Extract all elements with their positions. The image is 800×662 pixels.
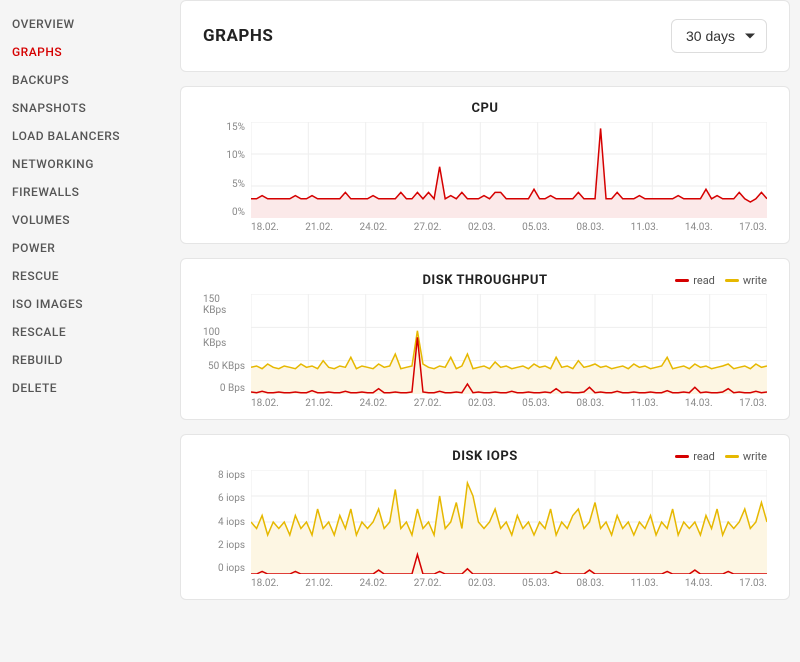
- y-tick-label: 100 KBps: [203, 327, 245, 349]
- x-tick-label: 08.03.: [576, 398, 604, 409]
- x-tick-label: 08.03.: [576, 222, 604, 233]
- legend-label: read: [693, 450, 715, 463]
- y-tick-label: 50 KBps: [208, 361, 245, 372]
- time-range-select-wrap: 30 days: [671, 19, 767, 53]
- y-tick-label: 4 iops: [218, 517, 245, 528]
- x-tick-label: 24.02.: [359, 398, 387, 409]
- sidebar-item-backups[interactable]: BACKUPS: [12, 66, 180, 94]
- sidebar-item-power[interactable]: POWER: [12, 234, 180, 262]
- x-axis: 18.02. 21.02. 24.02. 27.02. 02.03. 05.03. 08.0…: [203, 218, 767, 233]
- page-title: GRAPHS: [203, 26, 273, 46]
- chart-title: DISK IOPS: [452, 449, 517, 464]
- x-tick-label: 27.02.: [414, 398, 442, 409]
- x-tick-label: 17.03.: [739, 222, 767, 233]
- sidebar-item-rescale[interactable]: RESCALE: [12, 318, 180, 346]
- legend-label: write: [743, 274, 767, 287]
- x-tick-label: 18.02.: [251, 578, 279, 589]
- y-axis: 150 KBps 100 KBps 50 KBps 0 Bps: [203, 294, 251, 394]
- main-content: GRAPHS 30 days CPU 15% 10% 5% 0% 18.02. 21.02.…: [180, 0, 800, 662]
- chart-plot: [251, 470, 767, 574]
- y-axis: 15% 10% 5% 0%: [203, 122, 251, 218]
- sidebar-item-overview[interactable]: OVERVIEW: [12, 10, 180, 38]
- sidebar-item-rescue[interactable]: RESCUE: [12, 262, 180, 290]
- x-tick-label: 18.02.: [251, 222, 279, 233]
- x-tick-label: 21.02.: [305, 222, 333, 233]
- y-tick-label: 0%: [232, 207, 245, 218]
- x-tick-label: 21.02.: [305, 578, 333, 589]
- x-tick-label: 05.03.: [522, 398, 550, 409]
- y-tick-label: 2 iops: [218, 540, 245, 551]
- y-tick-label: 0 Bps: [220, 383, 245, 394]
- sidebar-item-rebuild[interactable]: REBUILD: [12, 346, 180, 374]
- x-tick-label: 05.03.: [522, 222, 550, 233]
- x-tick-label: 14.03.: [685, 398, 713, 409]
- y-tick-label: 0 iops: [218, 563, 245, 574]
- x-tick-label: 21.02.: [305, 398, 333, 409]
- sidebar-item-delete[interactable]: DELETE: [12, 374, 180, 402]
- x-tick-label: 17.03.: [739, 578, 767, 589]
- chart-title: DISK THROUGHPUT: [422, 273, 547, 288]
- sidebar-item-firewalls[interactable]: FIREWALLS: [12, 178, 180, 206]
- x-tick-label: 02.03.: [468, 578, 496, 589]
- x-tick-label: 11.03.: [631, 578, 659, 589]
- x-tick-label: 11.03.: [631, 222, 659, 233]
- x-tick-label: 02.03.: [468, 398, 496, 409]
- legend-label: write: [743, 450, 767, 463]
- sidebar-item-graphs[interactable]: GRAPHS: [12, 38, 180, 66]
- legend-item-read: read: [675, 274, 715, 287]
- y-tick-label: 6 iops: [218, 493, 245, 504]
- sidebar-item-snapshots[interactable]: SNAPSHOTS: [12, 94, 180, 122]
- x-axis: 18.02. 21.02. 24.02. 27.02. 02.03. 05.03. 08.0…: [203, 574, 767, 589]
- x-tick-label: 18.02.: [251, 398, 279, 409]
- y-tick-label: 15%: [226, 122, 245, 133]
- x-tick-label: 24.02.: [359, 222, 387, 233]
- x-tick-label: 27.02.: [414, 578, 442, 589]
- sidebar: OVERVIEWGRAPHSBACKUPSSNAPSHOTSLOAD BALAN…: [0, 0, 180, 662]
- header-card: GRAPHS 30 days: [180, 0, 790, 72]
- disk-throughput-chart-card: DISK THROUGHPUT read write 150 KBps 100 KBps…: [180, 258, 790, 420]
- x-tick-label: 17.03.: [739, 398, 767, 409]
- chart-plot: [251, 294, 767, 394]
- y-tick-label: 10%: [226, 150, 245, 161]
- x-tick-label: 27.02.: [414, 222, 442, 233]
- sidebar-item-load-balancers[interactable]: LOAD BALANCERS: [12, 122, 180, 150]
- legend-item-write: write: [725, 450, 767, 463]
- cpu-chart-card: CPU 15% 10% 5% 0% 18.02. 21.02. 24.02. 27.02. 02.…: [180, 86, 790, 244]
- x-tick-label: 05.03.: [522, 578, 550, 589]
- chart-legend: read write: [675, 274, 767, 287]
- sidebar-item-volumes[interactable]: VOLUMES: [12, 206, 180, 234]
- y-tick-label: 8 iops: [218, 470, 245, 481]
- x-tick-label: 14.03.: [685, 578, 713, 589]
- x-tick-label: 14.03.: [685, 222, 713, 233]
- sidebar-item-networking[interactable]: NETWORKING: [12, 150, 180, 178]
- legend-label: read: [693, 274, 715, 287]
- legend-item-write: write: [725, 274, 767, 287]
- y-tick-label: 150 KBps: [203, 294, 245, 316]
- y-tick-label: 5%: [232, 179, 245, 190]
- x-tick-label: 02.03.: [468, 222, 496, 233]
- chart-title: CPU: [472, 101, 499, 116]
- disk-iops-chart-card: DISK IOPS read write 8 iops 6 iops 4 iops 2 io…: [180, 434, 790, 600]
- legend-item-read: read: [675, 450, 715, 463]
- chart-plot: [251, 122, 767, 218]
- x-tick-label: 08.03.: [576, 578, 604, 589]
- x-axis: 18.02. 21.02. 24.02. 27.02. 02.03. 05.03. 08.0…: [203, 394, 767, 409]
- sidebar-item-iso-images[interactable]: ISO IMAGES: [12, 290, 180, 318]
- x-tick-label: 11.03.: [631, 398, 659, 409]
- chart-legend: read write: [675, 450, 767, 463]
- time-range-select[interactable]: 30 days: [671, 19, 767, 53]
- x-tick-label: 24.02.: [359, 578, 387, 589]
- y-axis: 8 iops 6 iops 4 iops 2 iops 0 iops: [203, 470, 251, 574]
